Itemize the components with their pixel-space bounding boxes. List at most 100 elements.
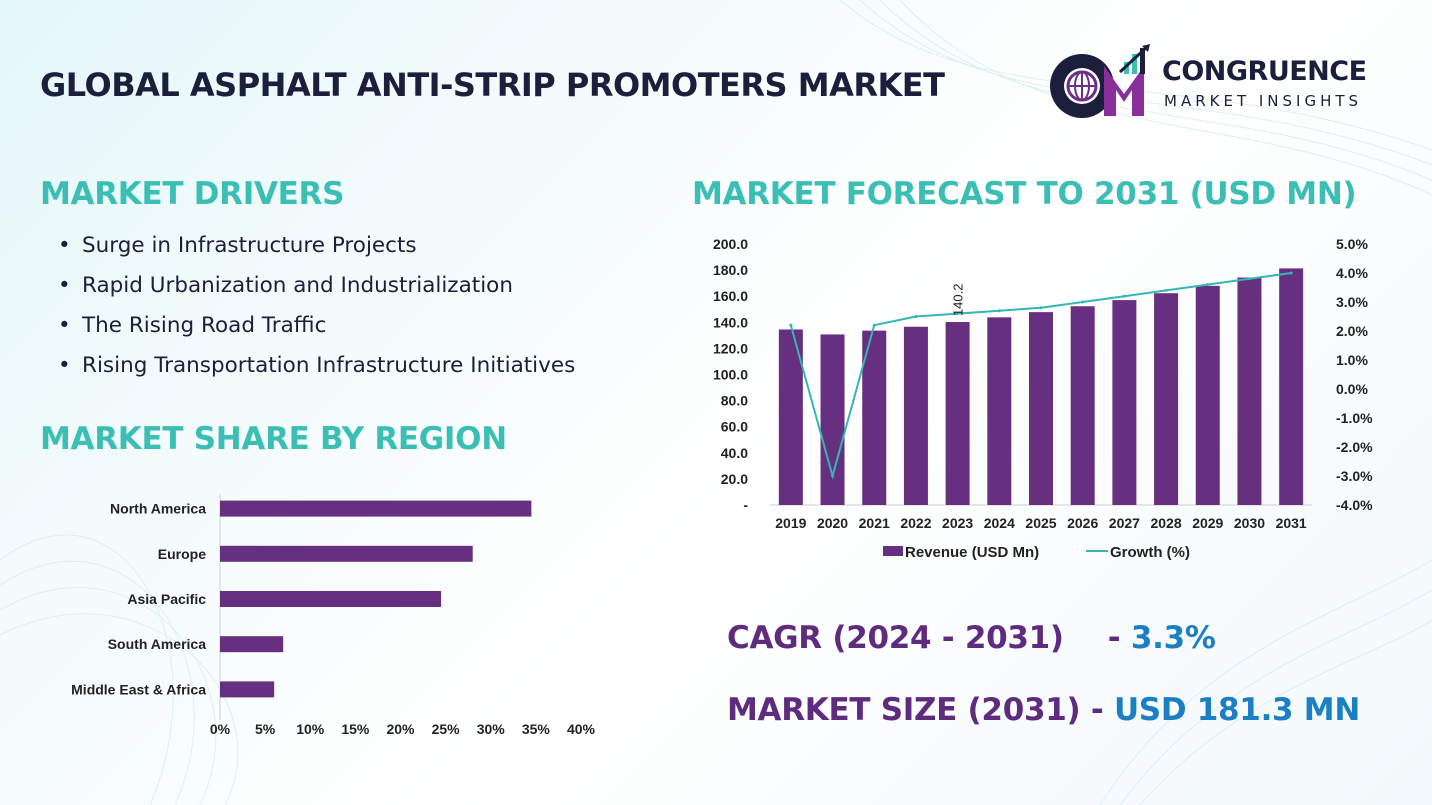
region-share-chart: North America Europe Asia Pacific South Ame… [71, 494, 596, 737]
x-tick-label: 2028 [1150, 515, 1181, 531]
logo-name: CONGRUENCE [1162, 56, 1367, 87]
growth-point [831, 474, 835, 478]
x-tick-label: 2029 [1192, 515, 1223, 531]
x-tick-label: 2027 [1109, 515, 1140, 531]
driver-text: Rapid Urbanization and Industrialization [82, 273, 513, 298]
y-right-tick-label: 4.0% [1336, 265, 1368, 281]
cagr-row: CAGR (2024 - 2031) - 3.3% [727, 620, 1216, 656]
x-tick-label: 2030 [1234, 515, 1265, 531]
growth-point [956, 312, 960, 316]
y-right-tick-label: -1.0% [1336, 410, 1373, 426]
bullet-icon: • [58, 273, 71, 298]
category-label: Asia Pacific [127, 591, 206, 607]
growth-point [1164, 288, 1168, 292]
market-size-value: USD 181.3 MN [1113, 692, 1361, 728]
y-right-tick-label: -2.0% [1336, 439, 1373, 455]
forecast-chart: - 20.0 40.0 60.0 80.0 100.0 120.0 140.0 160.0 180… [713, 236, 1373, 561]
y-left-tick-label: 80.0 [721, 393, 748, 409]
y-left-tick-label: 140.0 [713, 314, 748, 330]
driver-text: Rising Transportation Infrastructure Ini… [82, 353, 576, 378]
driver-text: The Rising Road Traffic [82, 313, 327, 338]
revenue-bar [1195, 285, 1220, 505]
y-right-tick-label: 5.0% [1336, 236, 1368, 252]
x-tick-label: 2025 [1025, 515, 1056, 531]
region-bar [220, 545, 473, 562]
growth-point [1289, 271, 1293, 275]
revenue-bar [1279, 268, 1304, 505]
category-label: South America [108, 636, 206, 652]
region-bar [220, 591, 442, 607]
revenue-bar [778, 329, 803, 505]
x-tick-label: 0% [210, 721, 231, 737]
y-right-tick-label: 0.0% [1336, 381, 1368, 397]
y-left-tick-label: 180.0 [713, 262, 748, 278]
y-left-tick-label: 200.0 [713, 236, 748, 252]
share-heading: MARKET SHARE BY REGION [40, 421, 507, 457]
category-label: North America [110, 501, 206, 517]
region-bar [220, 636, 284, 653]
logo-subtitle: MARKET INSIGHTS [1164, 92, 1363, 110]
y-right-tick-label: 3.0% [1336, 294, 1368, 310]
x-tick-label: 2026 [1067, 515, 1098, 531]
driver-item: • Surge in Infrastructure Projects [58, 230, 575, 270]
legend-label-revenue: Revenue (USD Mn) [905, 544, 1039, 561]
market-size-separator: - [1080, 692, 1114, 728]
data-label: 140.2 [951, 283, 966, 316]
driver-text: Surge in Infrastructure Projects [82, 233, 417, 258]
y-left-tick-label: 160.0 [713, 288, 748, 304]
market-size-row: MARKET SIZE (2031) - USD 181.3 MN [727, 692, 1360, 728]
x-tick-label: 30% [477, 721, 506, 737]
x-tick-label: 10% [296, 721, 325, 737]
revenue-bar [1112, 300, 1137, 505]
x-tick-label: 2023 [942, 515, 973, 531]
y-left-tick-label: - [743, 497, 748, 513]
y-left-tick-label: 20.0 [721, 471, 748, 487]
x-tick-label: 2024 [984, 515, 1015, 531]
x-tick-label: 2020 [817, 515, 848, 531]
y-left-tick-label: 120.0 [713, 340, 748, 356]
drivers-list: • Surge in Infrastructure Projects • Rapid … [58, 230, 575, 390]
x-tick-label: 5% [255, 721, 276, 737]
x-tick-label: 20% [386, 721, 415, 737]
revenue-bar [903, 326, 928, 505]
driver-item: • The Rising Road Traffic [58, 310, 575, 350]
y-right-tick-label: 2.0% [1336, 323, 1368, 339]
forecast-heading: MARKET FORECAST TO 2031 (USD MN) [692, 176, 1357, 212]
y-right-tick-label: -4.0% [1336, 497, 1373, 513]
market-size-label: MARKET SIZE (2031) [727, 692, 1081, 728]
growth-point [872, 323, 876, 327]
cagr-label: CAGR (2024 - 2031) [727, 620, 1064, 656]
page-title: GLOBAL ASPHALT ANTI-STRIP PROMOTERS MARK… [40, 66, 945, 104]
driver-item: • Rapid Urbanization and Industrializatio… [58, 270, 575, 310]
growth-point [1247, 277, 1251, 281]
x-tick-label: 35% [522, 721, 551, 737]
revenue-bar [1237, 277, 1262, 505]
cagr-value: 3.3% [1130, 620, 1216, 656]
category-label: Middle East & Africa [71, 681, 206, 697]
x-tick-label: 2031 [1276, 515, 1307, 531]
growth-point [997, 309, 1001, 313]
drivers-heading: MARKET DRIVERS [40, 176, 345, 212]
category-label: Europe [158, 546, 206, 562]
growth-point [1039, 306, 1043, 310]
region-bar [220, 681, 275, 698]
x-tick-label: 2019 [775, 515, 806, 531]
y-left-tick-label: 100.0 [713, 367, 748, 383]
x-tick-label: 40% [567, 721, 596, 737]
bullet-icon: • [58, 233, 71, 258]
y-right-tick-label: 1.0% [1336, 352, 1368, 368]
x-tick-label: 2022 [900, 515, 931, 531]
x-tick-label: 2021 [859, 515, 890, 531]
bullet-icon: • [58, 353, 71, 378]
growth-point [1206, 283, 1210, 287]
logo-mark-icon [1050, 44, 1150, 118]
legend-label-growth: Growth (%) [1110, 544, 1190, 561]
revenue-bar [1029, 312, 1053, 505]
region-bar [220, 500, 532, 517]
revenue-bar [1154, 293, 1179, 505]
growth-point [789, 323, 793, 327]
x-tick-label: 25% [432, 721, 461, 737]
x-tick-label: 15% [341, 721, 370, 737]
revenue-bar [945, 322, 970, 505]
